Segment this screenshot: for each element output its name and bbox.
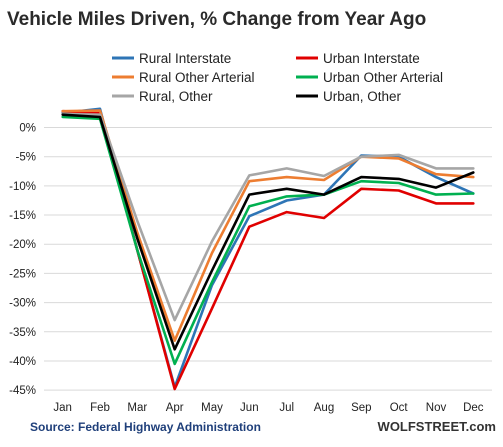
brand-label: WOLFSTREET.com (378, 419, 496, 434)
grid (44, 127, 492, 391)
legend-label: Urban, Other (323, 89, 402, 104)
y-tick-label: -40% (9, 356, 36, 368)
x-tick-label: Jul (279, 402, 294, 414)
x-tick-label: Mar (127, 402, 147, 414)
x-tick-label: May (201, 402, 223, 414)
x-tick-label: Nov (426, 402, 447, 414)
chart-title: Vehicle Miles Driven, % Change from Year… (7, 9, 426, 30)
y-tick-label: -15% (9, 210, 36, 222)
series-line-5 (61, 112, 475, 322)
series-line-2 (61, 109, 475, 391)
legend-label: Urban Other Arterial (323, 70, 443, 85)
x-tick-label: Jun (240, 402, 259, 414)
axis-labels: 0% -5% -10% -15% -20% -25% -30% -35% -40% -45% Jan… (9, 123, 484, 414)
legend: Rural Interstate Urban Interstate Rural Ot… (112, 51, 443, 104)
legend-label: Rural Other Arterial (139, 70, 255, 85)
series-lines (61, 107, 475, 391)
series-line-1 (61, 107, 475, 389)
y-tick-label: -45% (9, 385, 36, 397)
x-tick-label: Apr (166, 402, 184, 414)
legend-label: Rural, Other (139, 89, 213, 104)
x-tick-label: Feb (90, 402, 110, 414)
x-tick-label: Aug (314, 402, 334, 414)
y-tick-label: -10% (9, 181, 36, 193)
y-tick-label: 0% (19, 123, 36, 135)
series-line-3 (61, 109, 475, 342)
x-tick-label: Sep (351, 402, 371, 414)
y-tick-label: -25% (9, 268, 36, 280)
y-tick-label: -20% (9, 239, 36, 251)
legend-label: Rural Interstate (139, 51, 231, 66)
y-tick-label: -35% (9, 327, 36, 339)
legend-label: Urban Interstate (323, 51, 420, 66)
x-tick-label: Jan (53, 402, 72, 414)
series-line-4 (61, 115, 475, 366)
source-note: Source: Federal Highway Administration (30, 420, 261, 434)
y-tick-label: -30% (9, 298, 36, 310)
series-line-6 (61, 113, 475, 351)
x-tick-label: Dec (463, 402, 484, 414)
y-tick-label: -5% (16, 152, 36, 164)
x-tick-label: Oct (390, 402, 409, 414)
